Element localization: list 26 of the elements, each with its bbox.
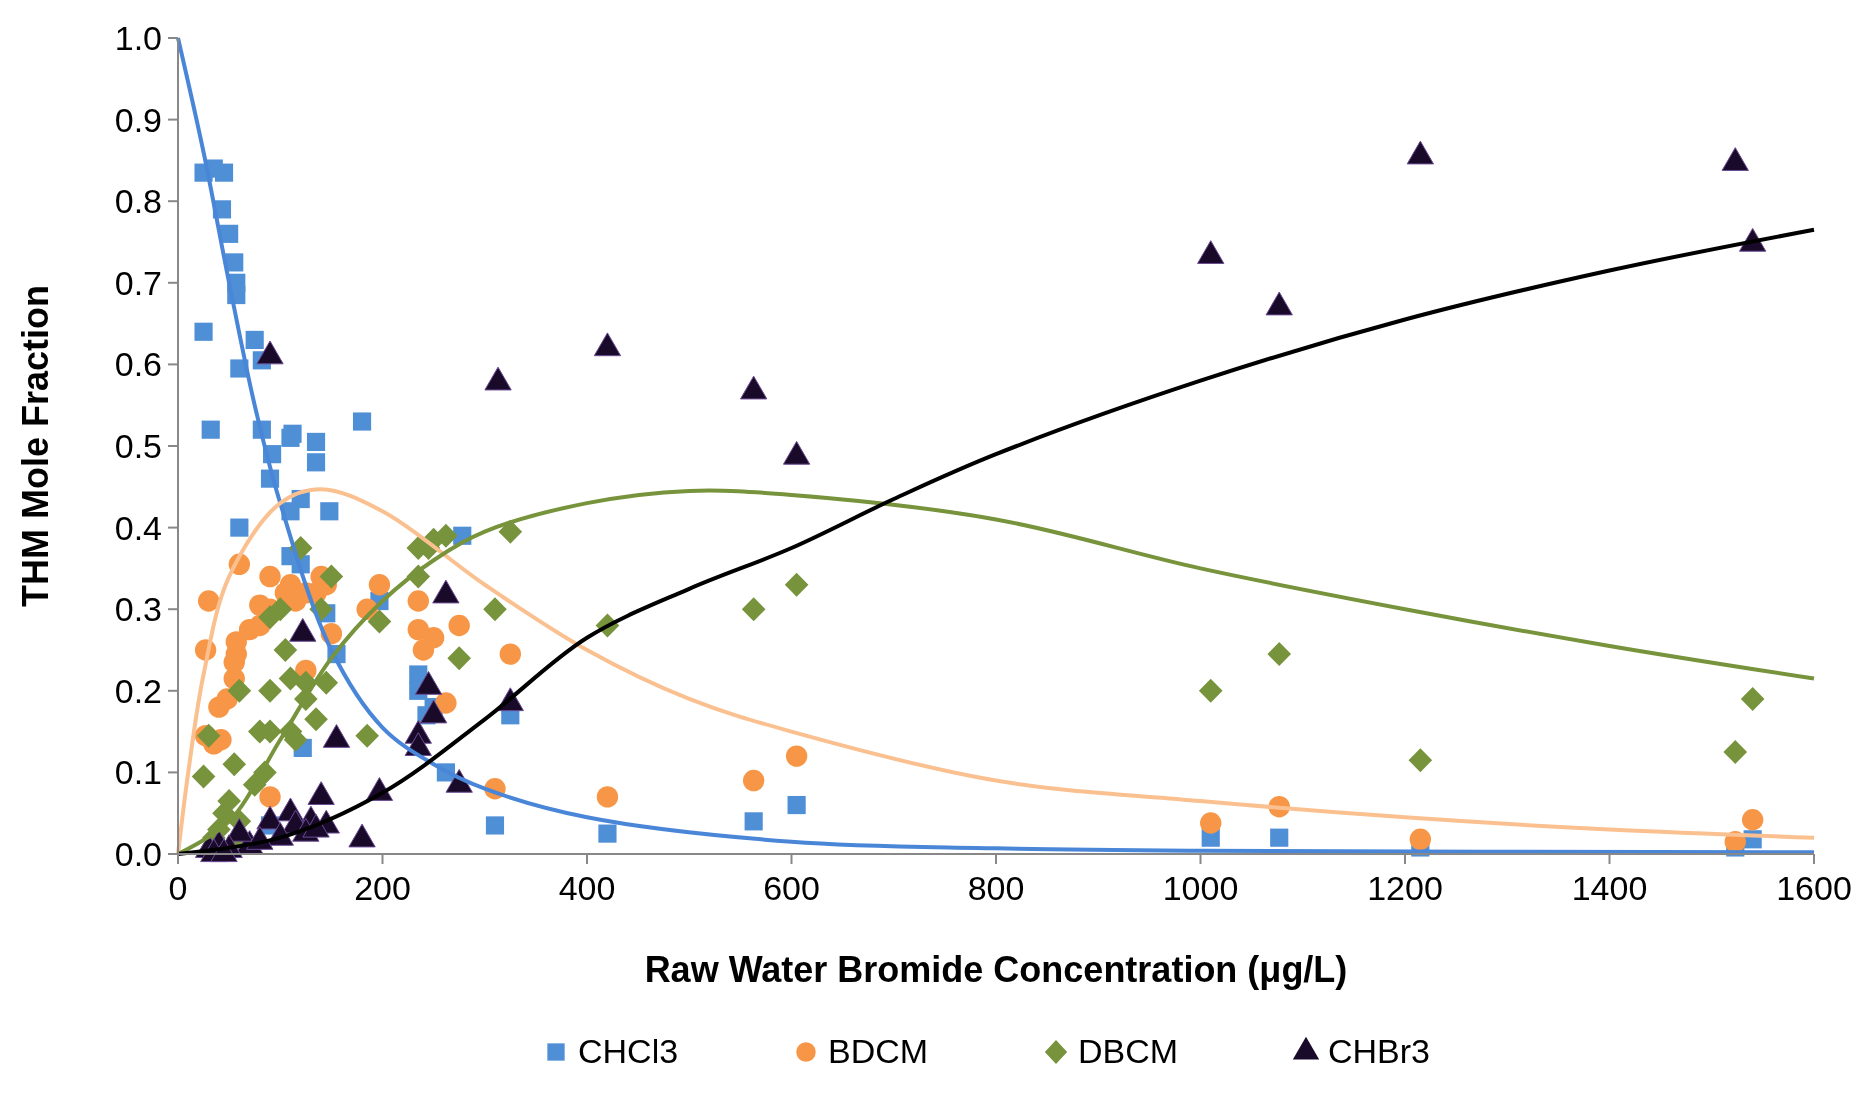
y-tick-label: 0.8 [114,182,162,221]
x-tick-label: 1600 [1776,869,1852,907]
y-tick-label: 0.7 [114,263,162,302]
y-tick-label: 1.0 [114,18,162,57]
y-tick-label: 0.2 [114,671,162,710]
legend-label: CHBr3 [1328,1032,1431,1070]
y-tick-label: 0.9 [114,100,162,139]
legend-label: BDCM [828,1032,929,1070]
y-tick-label: 0.6 [114,345,162,384]
y-axis-title: THM Mole Fraction [15,285,56,607]
x-tick-label: 1400 [1571,869,1648,907]
y-tick-label: 0.3 [114,590,162,629]
x-tick-label: 200 [354,869,411,907]
x-tick-label: 1200 [1367,869,1443,907]
y-tick-label: 0.5 [114,426,162,465]
x-tick-label: 0 [168,869,188,907]
legend-label: CHCl3 [578,1032,679,1070]
y-tick-label: 0.0 [114,834,162,873]
y-tick-label: 0.1 [114,753,162,792]
legend-label: DBCM [1078,1032,1179,1070]
x-tick-label: 600 [763,869,820,907]
x-axis-title: Raw Water Bromide Concentration (μg/L) [644,949,1348,990]
x-tick-label: 800 [967,869,1025,907]
x-tick-label: 1000 [1162,869,1239,907]
x-tick-label: 400 [558,869,616,907]
y-tick-label: 0.4 [114,508,162,547]
